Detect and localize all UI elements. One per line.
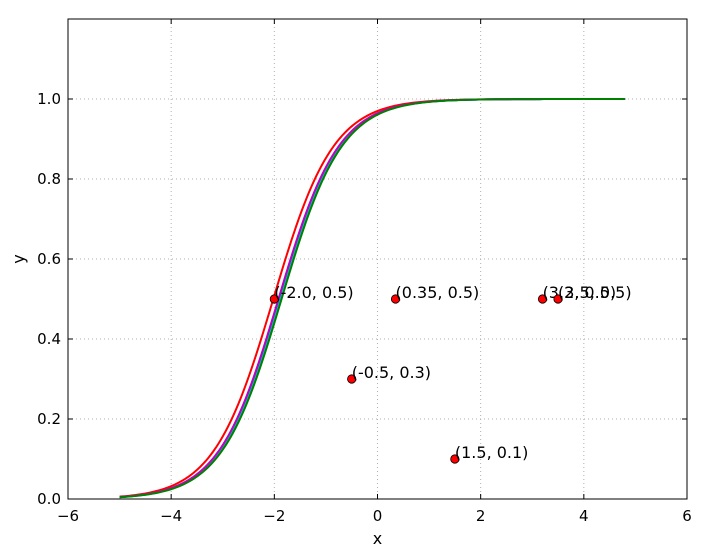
x-tick-label: 0 [373,507,383,525]
y-tick-label: 1.0 [37,90,61,108]
axis-ticks: −6 −4 −2 0 2 4 6 0.0 0.2 0.4 0.6 0.8 1.0 [37,19,692,525]
data-point [390,294,401,304]
point-label: (0.35, 0.5) [396,283,480,302]
data-point [553,294,563,304]
x-tick-label: 2 [476,507,486,525]
data-point [269,294,279,304]
point-label: (-0.5, 0.3) [352,363,431,382]
y-tick-label: 0.2 [37,410,61,428]
x-tick-label: −2 [263,507,285,525]
point-label: (3.5, 0.5) [558,283,632,302]
point-label: (-2.0, 0.5) [274,283,353,302]
y-tick-label: 0.8 [37,170,61,188]
y-tick-label: 0.6 [37,250,61,268]
point-label: (1.5, 0.1) [455,443,529,462]
data-point [450,454,460,464]
x-tick-label: 4 [579,507,589,525]
x-tick-label: −4 [160,507,182,525]
points: (-2.0, 0.5) (0.35, 0.5) (-0.5, 0.3) (1.5, 0… [269,283,632,464]
data-point [537,294,548,304]
y-axis-label: y [9,254,28,263]
series-line [119,98,626,499]
y-tick-label: 0.0 [37,490,61,508]
x-axis-label: x [373,529,382,548]
grid [68,19,687,499]
y-tick-label: 0.4 [37,330,61,348]
curves [119,98,626,499]
x-tick-label: −6 [57,507,79,525]
x-tick-label: 6 [682,507,692,525]
data-point [347,374,357,384]
